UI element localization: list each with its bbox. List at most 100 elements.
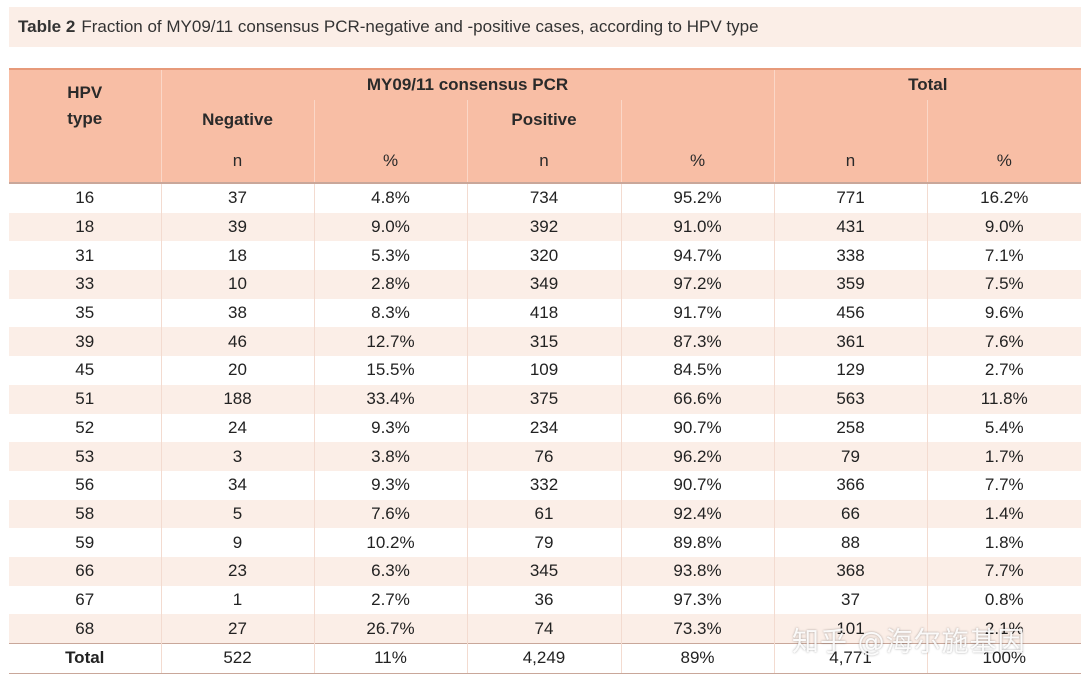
table-cell: 90.7% <box>621 413 775 443</box>
total-cell: Total <box>9 643 162 674</box>
total-cell: 89% <box>621 643 775 674</box>
table-cell: 45 <box>9 356 162 385</box>
total-cell: 4,771 <box>774 643 928 674</box>
table-cell: 0.8% <box>927 585 1082 615</box>
table-cell: 2.7% <box>314 585 468 615</box>
table-cell: 5.4% <box>927 413 1082 443</box>
table-cell: 89.8% <box>621 528 775 557</box>
header-unit: n <box>161 140 315 184</box>
table-cell: 431 <box>774 212 928 242</box>
table-cell: 9.3% <box>314 470 468 500</box>
table-cell: 234 <box>467 413 622 443</box>
table-cell: 73.3% <box>621 614 775 644</box>
total-cell: 522 <box>161 643 315 674</box>
table-cell: 11.8% <box>927 384 1082 414</box>
table-cell: 96.2% <box>621 442 775 471</box>
table-cell: 7.7% <box>927 556 1082 586</box>
table-cell: 2.8% <box>314 270 468 299</box>
table-cell: 97.2% <box>621 270 775 299</box>
table-cell: 67 <box>9 585 162 615</box>
table-cell: 375 <box>467 384 622 414</box>
table-cell: 368 <box>774 556 928 586</box>
table-cell: 90.7% <box>621 470 775 500</box>
header-row-groups: HPV type MY09/11 consensus PCR Total <box>9 68 1082 140</box>
table-cell: 36 <box>467 585 622 615</box>
table-cell: 771 <box>774 183 928 213</box>
table-cell: 9.0% <box>314 212 468 242</box>
table-cell: 74 <box>467 614 622 644</box>
header-unit: % <box>621 140 775 184</box>
header-blank <box>314 100 468 140</box>
table-cell: 366 <box>774 470 928 500</box>
table-cell: 94.7% <box>621 241 775 271</box>
table-cell: 16.2% <box>927 183 1082 213</box>
table-cell: 46 <box>161 327 315 357</box>
table-cell: 16 <box>9 183 162 213</box>
table-cell: 24 <box>161 413 315 443</box>
table-cell: 9.0% <box>927 212 1082 242</box>
table-cell: 33 <box>9 270 162 299</box>
table-cell: 20 <box>161 356 315 385</box>
table-row: 39 46 12.7% 315 87.3% 361 7.6% <box>9 327 1082 357</box>
table-cell: 392 <box>467 212 622 242</box>
table-cell: 59 <box>9 528 162 557</box>
table-cell: 88 <box>774 528 928 557</box>
table-cell: 8.3% <box>314 298 468 328</box>
table-cell: 3 <box>161 442 315 471</box>
table-cell: 332 <box>467 470 622 500</box>
table-cell: 79 <box>774 442 928 471</box>
table-row: 31 18 5.3% 320 94.7% 338 7.1% <box>9 241 1082 271</box>
table-row: 16 37 4.8% 734 95.2% 771 16.2% <box>9 183 1082 213</box>
total-cell: 11% <box>314 643 468 674</box>
table-cell: 34 <box>161 470 315 500</box>
table-cell: 87.3% <box>621 327 775 357</box>
table-row: 56 34 9.3% 332 90.7% 366 7.7% <box>9 470 1082 500</box>
header-blank <box>621 100 775 140</box>
table-cell: 66 <box>774 499 928 529</box>
table-cell: 26.7% <box>314 614 468 644</box>
table-cell: 1 <box>161 585 315 615</box>
table-row: 51 188 33.4% 375 66.6% 563 11.8% <box>9 384 1082 414</box>
table-cell: 338 <box>774 241 928 271</box>
table-cell: 61 <box>467 499 622 529</box>
table-cell: 10.2% <box>314 528 468 557</box>
watermark: 知乎 @海尔施基因 <box>792 627 1026 658</box>
table-row: 33 10 2.8% 349 97.2% 359 7.5% <box>9 270 1082 299</box>
table-cell: 7.5% <box>927 270 1082 299</box>
table-caption-label: Table 2 <box>18 17 76 36</box>
table-row: 59 9 10.2% 79 89.8% 88 1.8% <box>9 528 1082 557</box>
table-cell: 84.5% <box>621 356 775 385</box>
table-row: 67 1 2.7% 36 97.3% 37 0.8% <box>9 585 1082 615</box>
table-cell: 359 <box>774 270 928 299</box>
table-cell: 31 <box>9 241 162 271</box>
table-cell: 3.8% <box>314 442 468 471</box>
table-row: 18 39 9.0% 392 91.0% 431 9.0% <box>9 212 1082 242</box>
table-cell: 39 <box>9 327 162 357</box>
table-cell: 7.6% <box>314 499 468 529</box>
table-cell: 92.4% <box>621 499 775 529</box>
header-row-units: n % n % n % <box>9 140 1082 184</box>
table-cell: 33.4% <box>314 384 468 414</box>
header-unit: n <box>467 140 622 184</box>
header-blank <box>9 140 162 184</box>
header-blank <box>927 100 1082 140</box>
table-row: 66 23 6.3% 345 93.8% 368 7.7% <box>9 556 1082 586</box>
table-cell: 109 <box>467 356 622 385</box>
table-cell: 35 <box>9 298 162 328</box>
table-cell: 101 <box>774 614 928 644</box>
table-caption: Table 2 Fraction of MY09/11 consensus PC… <box>9 7 1081 47</box>
table-cell: 258 <box>774 413 928 443</box>
header-row-subgroups: Negative Positive <box>9 100 1082 140</box>
total-cell: 100% <box>927 643 1082 674</box>
table-cell: 5.3% <box>314 241 468 271</box>
table-cell: 1.8% <box>927 528 1082 557</box>
table-cell: 6.3% <box>314 556 468 586</box>
header-group-pcr: MY09/11 consensus PCR <box>161 68 775 100</box>
table-cell: 23 <box>161 556 315 586</box>
header-unit: n <box>774 140 928 184</box>
table-cell: 129 <box>774 356 928 385</box>
table-row: 68 27 26.7% 74 73.3% 101 2.1% <box>9 614 1082 644</box>
table-cell: 320 <box>467 241 622 271</box>
table-cell: 91.0% <box>621 212 775 242</box>
table-cell: 95.2% <box>621 183 775 213</box>
